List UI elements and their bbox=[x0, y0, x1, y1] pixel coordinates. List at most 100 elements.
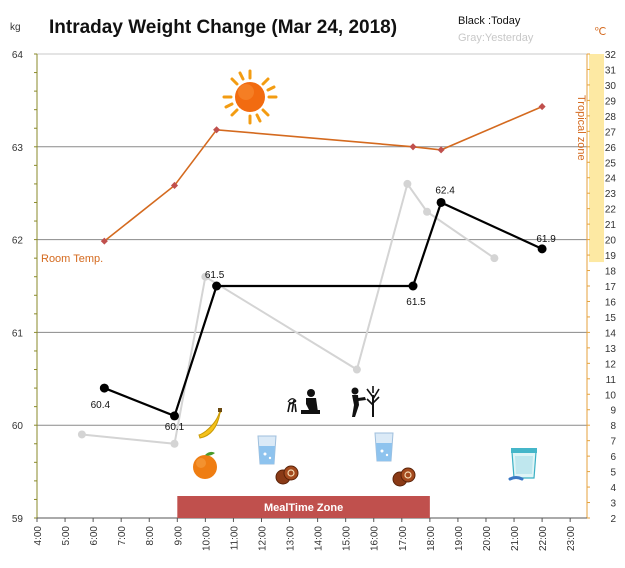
y-tick-label: 63 bbox=[12, 143, 24, 154]
y2-tick-label: 12 bbox=[605, 359, 617, 370]
y2-tick-label: 16 bbox=[605, 297, 617, 308]
room-temp-label: Room Temp. bbox=[41, 253, 103, 265]
x-tick-label: 7:00 bbox=[117, 526, 128, 546]
yesterday-point bbox=[403, 179, 412, 188]
y2-tick-label: 11 bbox=[606, 375, 617, 386]
mealtime-zone-label: MealTime Zone bbox=[264, 502, 343, 514]
today-point bbox=[99, 383, 109, 393]
y2-tick-label: 24 bbox=[605, 174, 617, 185]
y2-tick-label: 4 bbox=[610, 483, 616, 494]
room-temp-point bbox=[409, 143, 417, 151]
y2-axis-unit: ℃ bbox=[594, 26, 606, 38]
gardening-icon bbox=[287, 389, 320, 414]
y-tick-label: 59 bbox=[12, 514, 24, 525]
y2-tick-label: 10 bbox=[605, 390, 617, 401]
y2-tick-label: 23 bbox=[605, 189, 617, 200]
y2-tick-label: 25 bbox=[605, 158, 617, 169]
yesterday-point bbox=[201, 272, 210, 281]
x-tick-label: 12:00 bbox=[257, 526, 268, 551]
room-temp-point bbox=[538, 103, 546, 111]
y2-tick-label: 18 bbox=[605, 267, 617, 278]
y2-tick-label: 5 bbox=[610, 468, 616, 479]
x-tick-label: 16:00 bbox=[370, 526, 381, 551]
y2-tick-label: 20 bbox=[605, 236, 617, 247]
y2-tick-label: 3 bbox=[610, 499, 616, 510]
legend-yesterday: Gray:Yesterday bbox=[458, 32, 534, 44]
y2-tick-label: 15 bbox=[605, 313, 617, 324]
data-label: 61.5 bbox=[406, 297, 426, 308]
x-tick-label: 6:00 bbox=[89, 526, 100, 546]
today-point bbox=[212, 281, 222, 291]
data-label: 60.1 bbox=[165, 422, 185, 433]
x-tick-label: 19:00 bbox=[454, 526, 465, 551]
orange-icon bbox=[193, 451, 217, 479]
x-tick-label: 4:00 bbox=[33, 526, 44, 546]
data-label: 60.4 bbox=[91, 400, 111, 411]
x-tick-label: 11:00 bbox=[229, 526, 240, 551]
watering-plant-icon bbox=[351, 386, 380, 417]
today-point bbox=[408, 281, 418, 291]
yesterday-point bbox=[352, 365, 361, 374]
room-temp-point bbox=[100, 237, 108, 245]
chart-title: Intraday Weight Change (Mar 24, 2018) bbox=[49, 17, 397, 38]
x-tick-label: 5:00 bbox=[61, 526, 72, 546]
tropical-zone-band bbox=[589, 54, 604, 263]
x-tick-label: 13:00 bbox=[286, 526, 297, 551]
y2-tick-label: 17 bbox=[605, 282, 617, 293]
x-tick-label: 9:00 bbox=[173, 526, 184, 546]
x-tick-label: 18:00 bbox=[426, 526, 437, 551]
data-label: 61.9 bbox=[536, 234, 556, 245]
x-tick-label: 20:00 bbox=[482, 526, 493, 551]
x-tick-label: 10:00 bbox=[201, 526, 212, 551]
tropical-zone-label: Tropical zone bbox=[575, 95, 587, 161]
y2-tick-label: 2 bbox=[610, 514, 616, 525]
yesterday-point bbox=[423, 207, 432, 216]
y-tick-label: 64 bbox=[12, 50, 24, 61]
x-tick-label: 22:00 bbox=[538, 526, 549, 551]
y2-tick-label: 29 bbox=[605, 96, 617, 107]
data-label: 62.4 bbox=[435, 185, 455, 196]
water-glass-icon bbox=[257, 435, 277, 465]
y2-tick-label: 19 bbox=[605, 251, 617, 262]
room-temp-point bbox=[213, 126, 221, 134]
y-tick-label: 62 bbox=[12, 236, 24, 247]
cookie-icon bbox=[392, 467, 416, 487]
water-glass-icon bbox=[374, 432, 394, 462]
series-layer: 60.4 60.1 61.5 61.5 62.4 61.9 bbox=[77, 103, 556, 448]
x-tick-label: 14:00 bbox=[314, 526, 325, 551]
mealtime-zone-bar bbox=[177, 496, 430, 518]
y2-tick-label: 28 bbox=[605, 112, 617, 123]
y-tick-label: 61 bbox=[12, 328, 24, 339]
room-temp-point bbox=[170, 181, 179, 190]
x-tick-label: 15:00 bbox=[342, 526, 353, 551]
y2-tick-label: 27 bbox=[605, 127, 617, 138]
x-tick-label: 21:00 bbox=[510, 526, 521, 551]
cookie-icon bbox=[275, 465, 299, 485]
y2-tick-label: 6 bbox=[610, 452, 616, 463]
y2-ticks: 2345678910111213141516171819202122232425… bbox=[587, 50, 616, 525]
yesterday-point bbox=[490, 254, 499, 263]
y-ticks: 59 60 61 62 63 64 bbox=[12, 50, 24, 525]
today-point bbox=[170, 411, 179, 421]
today-point bbox=[537, 244, 547, 254]
legend-today: Black :Today bbox=[458, 15, 521, 27]
y2-tick-label: 14 bbox=[605, 328, 617, 339]
y2-tick-label: 7 bbox=[610, 437, 616, 448]
yesterday-point bbox=[77, 430, 86, 439]
series-line-room-temp bbox=[103, 105, 543, 242]
y-axis-unit: kg bbox=[10, 22, 21, 33]
y2-tick-label: 8 bbox=[610, 421, 616, 432]
y-tick-label: 60 bbox=[12, 421, 24, 432]
today-point bbox=[436, 197, 446, 207]
x-tick-label: 23:00 bbox=[566, 526, 577, 551]
room-temp-point bbox=[437, 146, 445, 154]
series-line-today bbox=[103, 200, 543, 418]
y2-tick-label: 26 bbox=[605, 143, 617, 154]
y2-tick-label: 30 bbox=[605, 81, 617, 92]
y2-tick-label: 13 bbox=[605, 344, 617, 355]
yesterday-point bbox=[170, 439, 179, 448]
yogurt-icon bbox=[508, 448, 537, 481]
y2-tick-label: 31 bbox=[605, 65, 617, 76]
y2-tick-label: 21 bbox=[605, 220, 617, 231]
